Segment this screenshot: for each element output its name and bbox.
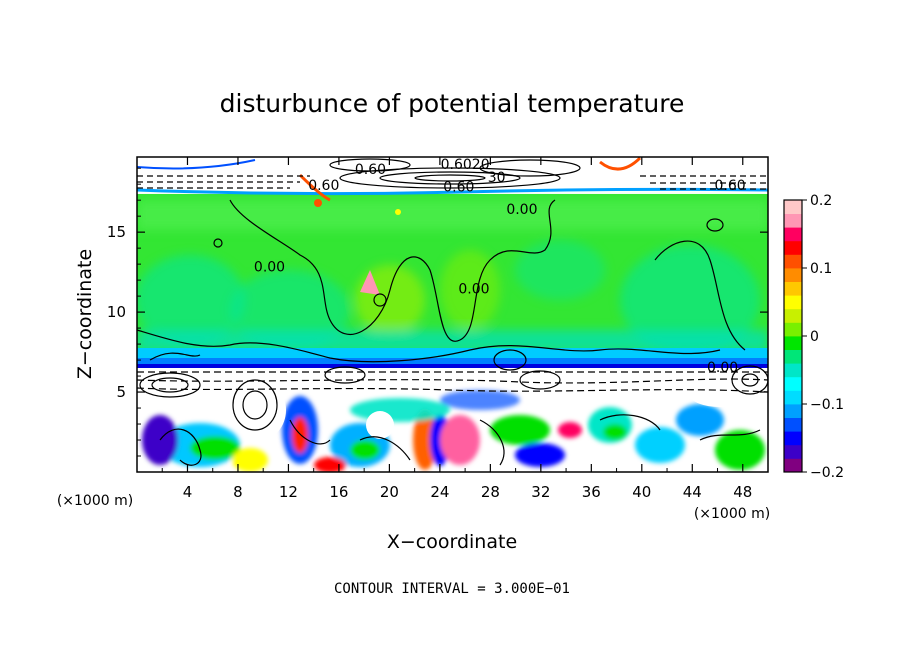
colorbar-swatch [784,322,802,337]
x-tick-label: 8 [233,483,243,501]
x-tick-label: 12 [279,483,298,501]
x-unit-label-right: (×1000 m) [694,506,770,522]
contour-label: 0.60 [715,178,746,194]
y-axis-title: Z−coordinate [74,249,96,379]
colorbar-swatch [784,281,802,296]
x-axis-title: X−coordinate [387,531,517,553]
contour-label: 0.60 [355,162,386,178]
heatmap-field [137,157,768,472]
contour-label: 0.00 [458,282,489,298]
contour-label: 0.6020 [441,157,490,173]
y-tick-label: 10 [107,303,126,321]
plot-frame [136,156,769,473]
x-tick-label: 28 [481,483,500,501]
x-tick-label: 20 [380,483,399,501]
colorbar-swatch [784,444,802,459]
contour-interval-note: CONTOUR INTERVAL = 3.000E−01 [334,581,570,597]
contour-label: 0.00 [506,202,537,218]
x-tick-label: 36 [582,483,601,501]
contour-label: 0.60 [443,179,474,195]
colorbar-tick-label: 0.1 [810,261,832,277]
colorbar-swatch [784,240,802,255]
x-tick-label: 44 [683,483,702,501]
colorbar-swatch [784,349,802,364]
x-tick-label: 40 [632,483,651,501]
contour-label: 30 [488,170,506,186]
x-tick-label: 48 [733,483,752,501]
colorbar-swatch [784,417,802,432]
colorbar-swatch [784,213,802,228]
colorbar-tick-label: −0.2 [810,465,844,481]
colorbar-swatch [784,308,802,323]
colorbar-swatch [784,363,802,378]
colorbar-tick-label: 0 [810,329,819,345]
x-tick-label: 4 [183,483,193,501]
colorbar-tick-label: −0.1 [810,397,844,413]
colorbar-swatch [784,390,802,405]
contour-lines [137,158,768,466]
colorbar-swatch [784,268,802,282]
x-tick-label: 32 [531,483,550,501]
contour-label: 0.00 [707,360,738,376]
x-unit-label-left: (×1000 m) [57,493,133,509]
colorbar-swatch [784,404,802,418]
colorbar-tick-label: 0.2 [810,193,832,209]
y-tick-label: 15 [107,223,126,241]
x-tick-label: 24 [430,483,449,501]
colorbar-swatch [784,295,802,310]
colorbar: 0.2 0.1 0 −0.1 −0.2 [783,193,844,481]
colorbar-swatch [784,227,802,242]
colorbar-swatch [784,200,802,214]
colorbar-swatch [784,431,802,446]
colorbar-swatch [784,458,802,473]
colorbar-swatch [784,336,802,350]
colorbar-swatch [784,254,802,269]
contour-label: 0.60 [308,178,339,194]
chart-title: disturbunce of potential temperature [220,89,685,118]
x-tick-label: 16 [329,483,348,501]
colorbar-swatch [784,376,802,391]
y-tick-label: 5 [116,383,126,401]
contour-label: 0.00 [254,259,285,275]
